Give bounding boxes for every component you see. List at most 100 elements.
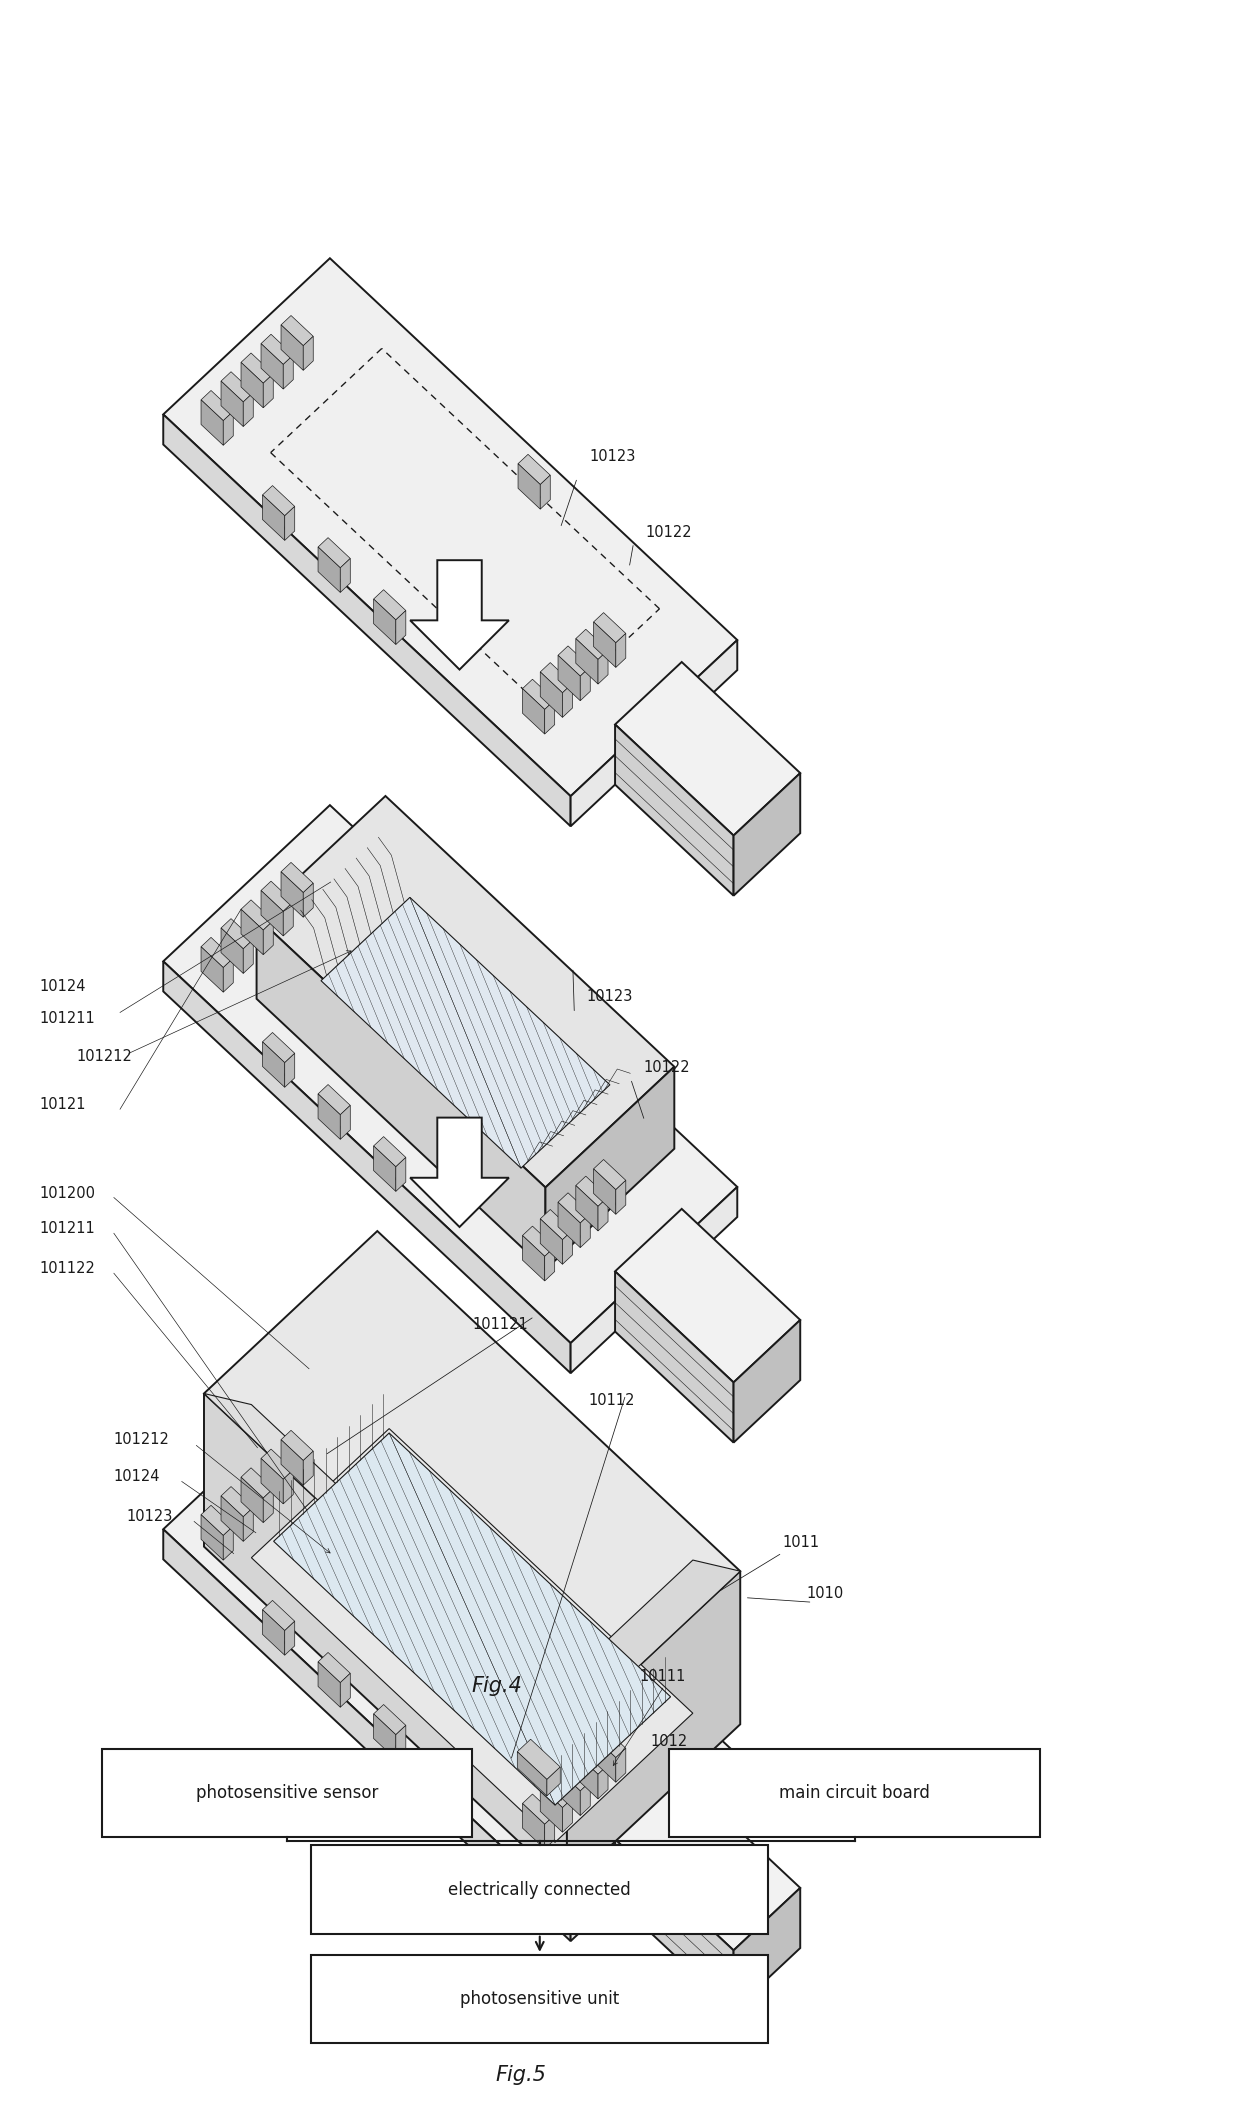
Polygon shape [263, 496, 285, 540]
Polygon shape [317, 546, 340, 593]
FancyBboxPatch shape [670, 1748, 1039, 1837]
Polygon shape [594, 622, 616, 666]
Polygon shape [241, 909, 263, 955]
Polygon shape [274, 1432, 671, 1805]
Polygon shape [241, 352, 273, 384]
Text: 1011: 1011 [782, 1535, 820, 1550]
Polygon shape [558, 1761, 590, 1791]
Polygon shape [281, 871, 304, 917]
Polygon shape [575, 628, 608, 660]
Polygon shape [522, 1803, 544, 1850]
Polygon shape [558, 656, 580, 700]
Polygon shape [205, 1394, 567, 1734]
Polygon shape [594, 1727, 626, 1757]
Polygon shape [283, 903, 293, 936]
Polygon shape [563, 1799, 573, 1833]
Polygon shape [262, 882, 293, 911]
Polygon shape [221, 920, 253, 949]
Polygon shape [263, 922, 273, 955]
Polygon shape [518, 464, 541, 508]
Text: 1012: 1012 [651, 1734, 688, 1748]
Text: 101200: 101200 [40, 1185, 95, 1200]
Polygon shape [570, 1755, 738, 1940]
Polygon shape [263, 485, 295, 517]
Polygon shape [223, 411, 233, 445]
Polygon shape [373, 1715, 396, 1759]
Polygon shape [317, 1662, 340, 1708]
Polygon shape [201, 947, 223, 991]
Text: 10124: 10124 [40, 979, 87, 995]
Polygon shape [558, 1194, 590, 1223]
Polygon shape [164, 806, 738, 1343]
Polygon shape [262, 890, 283, 936]
Polygon shape [164, 962, 570, 1373]
Polygon shape [281, 1430, 314, 1462]
Polygon shape [558, 645, 590, 677]
Polygon shape [263, 1033, 295, 1063]
Polygon shape [575, 1753, 598, 1799]
Polygon shape [616, 633, 626, 666]
Polygon shape [283, 1470, 293, 1504]
Polygon shape [598, 1198, 608, 1232]
Text: 1010: 1010 [806, 1586, 843, 1601]
Polygon shape [615, 1208, 800, 1381]
Polygon shape [570, 1187, 738, 1373]
Polygon shape [221, 1487, 253, 1516]
Polygon shape [541, 673, 563, 717]
Polygon shape [243, 392, 253, 426]
Polygon shape [221, 1495, 243, 1542]
Polygon shape [262, 333, 293, 365]
Polygon shape [321, 898, 610, 1168]
Polygon shape [522, 1795, 554, 1824]
Polygon shape [262, 1459, 283, 1504]
Polygon shape [285, 1052, 295, 1088]
Text: main circuit board: main circuit board [779, 1784, 930, 1801]
Polygon shape [221, 928, 243, 974]
Polygon shape [546, 1067, 675, 1270]
Polygon shape [281, 863, 314, 892]
Polygon shape [594, 1168, 616, 1215]
Polygon shape [734, 1888, 800, 2010]
Polygon shape [598, 1765, 608, 1799]
Polygon shape [580, 1213, 590, 1249]
Polygon shape [263, 1601, 295, 1630]
Polygon shape [317, 538, 350, 567]
Polygon shape [570, 639, 738, 827]
Polygon shape [544, 1246, 554, 1280]
Text: photosensitive unit: photosensitive unit [460, 1991, 620, 2008]
Polygon shape [201, 936, 233, 968]
Polygon shape [223, 957, 233, 991]
Polygon shape [201, 401, 223, 445]
Polygon shape [410, 1118, 508, 1227]
Polygon shape [541, 1778, 573, 1807]
Polygon shape [304, 1451, 314, 1485]
Text: 10123: 10123 [590, 449, 636, 464]
Polygon shape [373, 1137, 405, 1166]
Text: 10123: 10123 [587, 989, 634, 1004]
Polygon shape [373, 1704, 405, 1736]
Polygon shape [616, 1181, 626, 1215]
Polygon shape [373, 599, 396, 645]
Polygon shape [517, 1753, 547, 1797]
Polygon shape [594, 1738, 616, 1782]
Polygon shape [241, 1468, 273, 1497]
Text: 10111: 10111 [640, 1670, 686, 1685]
Text: 101122: 101122 [40, 1261, 95, 1276]
Polygon shape [164, 1373, 738, 1911]
Text: 10123: 10123 [126, 1510, 172, 1525]
Polygon shape [164, 415, 570, 827]
Polygon shape [615, 1776, 800, 1951]
Polygon shape [541, 475, 551, 508]
Polygon shape [547, 1767, 560, 1797]
Polygon shape [340, 559, 350, 593]
Polygon shape [201, 390, 233, 420]
Polygon shape [304, 884, 314, 917]
Polygon shape [518, 453, 551, 485]
Polygon shape [734, 1320, 800, 1443]
Polygon shape [594, 612, 626, 643]
Text: 101121: 101121 [472, 1316, 528, 1333]
Polygon shape [575, 1744, 608, 1774]
Text: 101212: 101212 [77, 1048, 133, 1063]
Polygon shape [262, 344, 283, 388]
Polygon shape [241, 363, 263, 407]
